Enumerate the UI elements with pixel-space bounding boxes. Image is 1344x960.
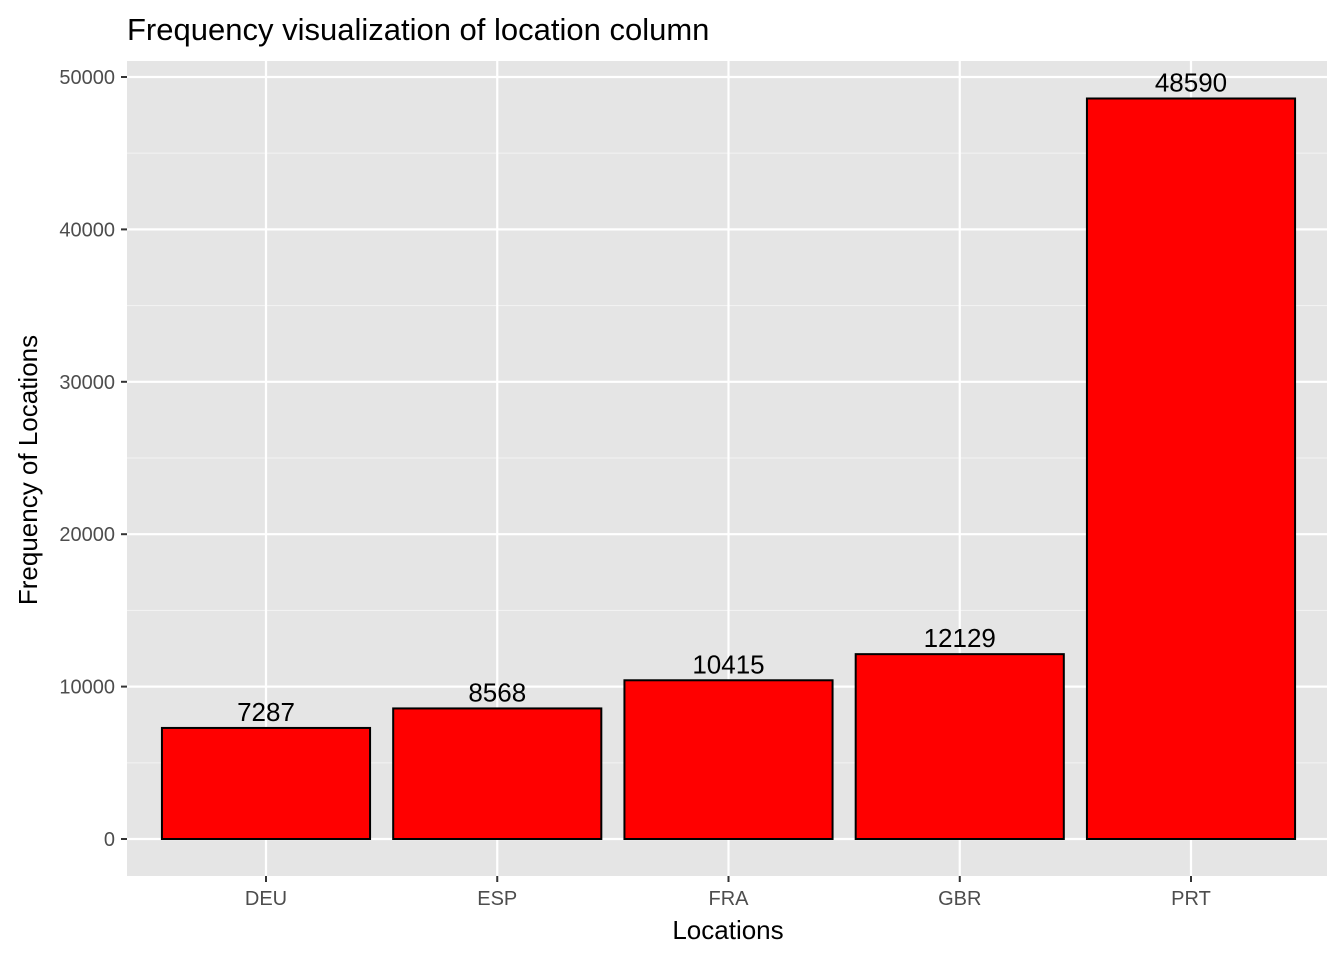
y-tick-label: 40000 <box>59 219 115 241</box>
y-axis-title: Frequency of Locations <box>13 335 43 605</box>
bar-prt <box>1085 97 1297 840</box>
bar-esp <box>392 707 603 841</box>
x-tick-label: DEU <box>245 888 287 910</box>
bar-fra <box>623 679 834 840</box>
x-tick-label: GBR <box>938 888 981 910</box>
x-tick-label: FRA <box>709 888 750 910</box>
y-tick-label: 0 <box>104 829 115 851</box>
y-axis: 0 10000 20000 30000 40000 50000 <box>59 67 127 851</box>
y-tick-label: 30000 <box>59 372 115 394</box>
x-axis-title: Locations <box>672 915 783 945</box>
bar-deu <box>160 726 372 840</box>
bars <box>160 97 1297 841</box>
data-label: 12129 <box>924 623 996 653</box>
data-label: 10415 <box>692 649 764 679</box>
data-labels: 7287 8568 10415 12129 48590 <box>237 67 1227 726</box>
data-label: 48590 <box>1155 67 1227 97</box>
data-label: 8568 <box>468 677 526 707</box>
data-label: 7287 <box>237 697 295 727</box>
y-tick-label: 20000 <box>59 524 115 546</box>
chart-title: Frequency visualization of location colu… <box>127 12 709 47</box>
bar-gbr <box>854 653 1065 841</box>
y-tick-label: 50000 <box>59 67 115 89</box>
x-axis: DEU ESP FRA GBR PRT <box>245 876 1211 910</box>
x-tick-label: ESP <box>477 888 517 910</box>
y-tick-label: 10000 <box>59 677 115 699</box>
x-tick-label: PRT <box>1171 888 1211 910</box>
